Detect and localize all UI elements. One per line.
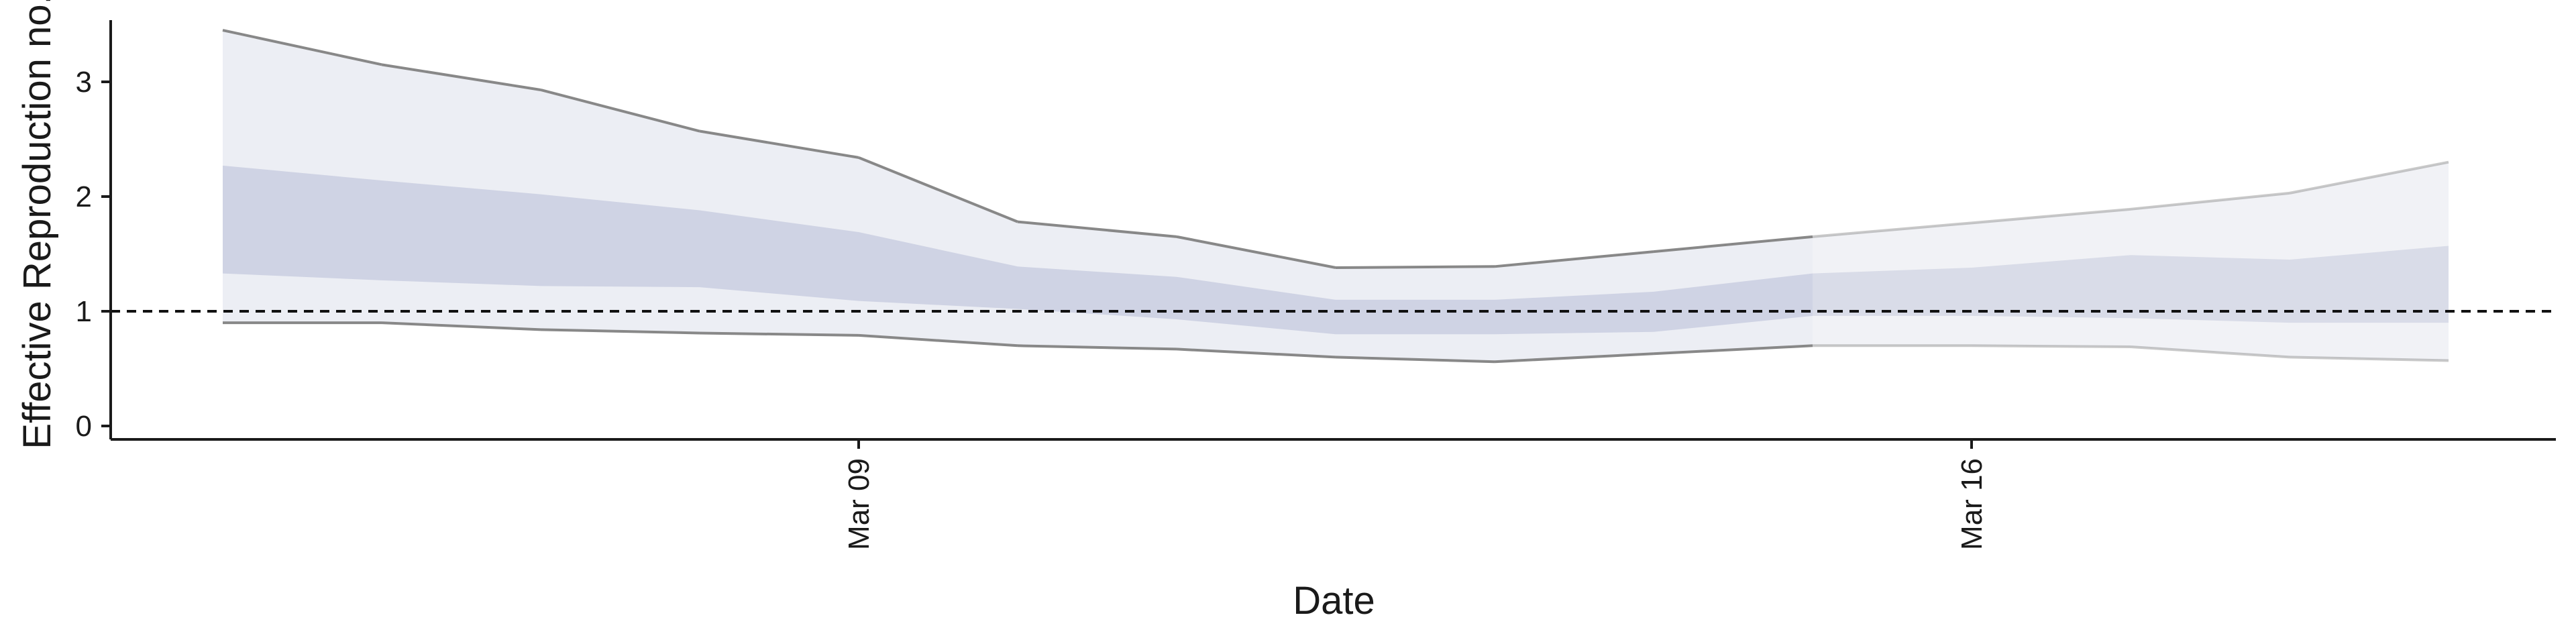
upper-bound-segment-10	[1812, 221, 1972, 238]
inner-band-segment-2	[541, 194, 700, 288]
inner-band-segment-12	[2131, 255, 2290, 323]
lower-bound-segment-1	[381, 321, 541, 331]
upper-bound-segment-9	[1653, 235, 1813, 254]
upper-bound-segment-1	[381, 63, 541, 91]
upper-bound-segment-4	[858, 156, 1018, 223]
lower-bound-segment-5	[1017, 344, 1177, 351]
outer-band-segment-10	[1813, 223, 1972, 346]
lower-bound-segment-4	[858, 333, 1018, 347]
y-tick-label-1: 1	[76, 295, 92, 328]
inner-band-segment-6	[1177, 276, 1336, 335]
upper-bound-segment-2	[540, 89, 700, 133]
lower-bound-segment-6	[1176, 347, 1336, 359]
upper-bound-segment-0	[222, 29, 382, 66]
inner-band-segment-3	[700, 210, 859, 301]
x-tick-label-1: Mar 16	[1955, 458, 1988, 550]
inner-band-segment-11	[1972, 255, 2131, 319]
outer-band-segment-12	[2131, 193, 2290, 358]
y-tick-label-2: 2	[76, 180, 92, 213]
lower-bound-segment-3	[699, 331, 859, 337]
y-tick-label-3: 3	[76, 66, 92, 99]
lower-bound-segment-8	[1494, 352, 1654, 364]
interval-bound-lines	[222, 29, 2449, 364]
y-axis-title: Effective Reproduction no.	[15, 0, 59, 449]
y-tick-label-0: 0	[76, 410, 92, 443]
upper-bound-segment-7	[1335, 265, 1495, 270]
credible-interval-bands	[223, 30, 2449, 362]
upper-bound-segment-5	[1017, 220, 1177, 238]
upper-bound-segment-8	[1494, 250, 1654, 268]
inner-band-segment-10	[1813, 268, 1972, 316]
lower-bound-segment-9	[1653, 344, 1813, 356]
upper-bound-segment-12	[2130, 191, 2290, 211]
upper-bound-segment-11	[1971, 207, 2131, 225]
lower-bound-segment-2	[540, 328, 700, 335]
lower-bound-segment-12	[2130, 345, 2290, 359]
upper-bound-segment-13	[2289, 160, 2449, 195]
upper-bound-segment-3	[699, 129, 859, 159]
x-axis-title: Date	[1293, 579, 1375, 623]
y-ticks: 0 1 2 3	[76, 66, 111, 443]
lower-bound-segment-7	[1335, 356, 1495, 364]
x-tick-label-0: Mar 09	[843, 458, 875, 550]
outer-band-segment-13	[2290, 162, 2449, 361]
inner-band-segment-8	[1495, 291, 1654, 335]
inner-band-segment-4	[859, 232, 1018, 309]
axes	[109, 20, 2556, 441]
inner-band-segment-9	[1654, 273, 1813, 332]
lower-bound-segment-13	[2289, 356, 2449, 362]
inner-band-segment-1	[382, 180, 541, 286]
x-ticks: Mar 09 Mar 16	[843, 439, 1988, 550]
inner-band-segment-5	[1018, 266, 1177, 319]
lower-bound-segment-11	[1971, 344, 2131, 349]
inner-band-segment-7	[1336, 299, 1495, 335]
inner-band-segment-13	[2290, 246, 2449, 323]
upper-bound-segment-6	[1176, 235, 1336, 269]
inner-band-segment-0	[223, 165, 382, 280]
